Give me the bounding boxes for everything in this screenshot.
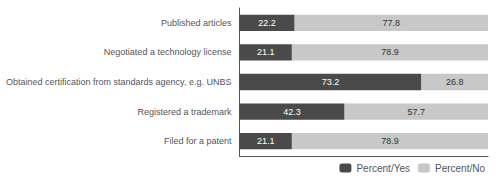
svg-text:Registered a trademark: Registered a trademark — [137, 107, 232, 117]
svg-text:78.9: 78.9 — [381, 136, 399, 146]
svg-text:22.2: 22.2 — [258, 18, 276, 28]
svg-text:Percent/Yes: Percent/Yes — [356, 163, 410, 174]
svg-text:77.8: 77.8 — [383, 18, 401, 28]
svg-text:Percent/No: Percent/No — [435, 163, 485, 174]
svg-text:Negotiated a technology licens: Negotiated a technology license — [104, 47, 232, 57]
svg-text:Filed for a patent: Filed for a patent — [164, 136, 232, 146]
svg-text:21.1: 21.1 — [257, 136, 275, 146]
svg-text:26.8: 26.8 — [446, 77, 464, 87]
svg-text:57.7: 57.7 — [408, 107, 426, 117]
svg-text:73.2: 73.2 — [322, 77, 340, 87]
svg-text:Published articles: Published articles — [161, 18, 232, 28]
svg-text:78.9: 78.9 — [381, 47, 399, 57]
svg-text:42.3: 42.3 — [283, 107, 301, 117]
svg-text:21.1: 21.1 — [257, 47, 275, 57]
svg-text:Obtained certification from st: Obtained certification from standards ag… — [6, 77, 231, 87]
